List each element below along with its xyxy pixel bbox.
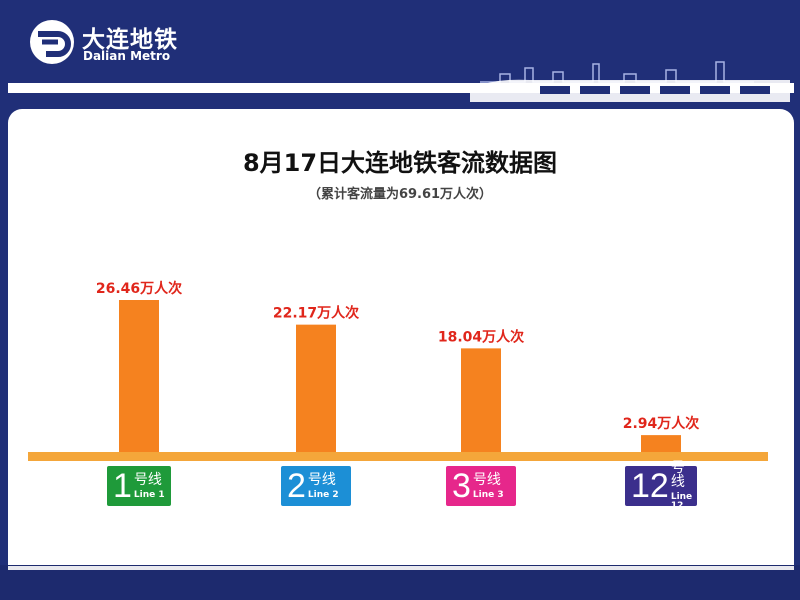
chart-title: 8月17日大连地铁客流数据图 [242,149,558,177]
logo-english-text: Dalian Metro [83,49,171,63]
line-label-en: Line 12 [670,492,693,511]
line-label-cn: 号线 [307,471,336,488]
line-badge-12: 12 号线 Line 12 [625,461,697,511]
line-label-en: Line 1 [133,489,165,500]
header-stripe [8,83,794,93]
bar-1 [119,300,159,452]
line-number: 3 [452,467,471,505]
train-skyline-icon [470,61,790,102]
logo-chinese-text: 大连地铁 [82,27,178,53]
line-badge-2: 2 号线 Line 2 [281,466,351,506]
line-label-cn: 号线 [472,471,501,488]
line-number: 1 [113,467,132,505]
line-label-en: Line 2 [307,489,339,500]
footer-stripe [8,566,794,570]
line-number: 12 [631,467,669,505]
line-label-cn: 号线 [133,471,162,488]
bar-value-label: 2.94万人次 [623,415,700,432]
chart-subtitle: （累计客流量为69.61万人次） [307,187,493,202]
line-label-cn: 号线 [670,460,685,490]
footer-bar [0,565,800,600]
bar-4 [641,435,681,452]
bar-value-label: 26.46万人次 [96,280,182,297]
chart-baseline [28,452,768,461]
line-label-en: Line 3 [472,489,504,500]
bar-2 [296,324,336,452]
line-number: 2 [287,467,306,505]
bar-value-label: 18.04万人次 [438,328,524,345]
line-badge-3: 3 号线 Line 3 [446,466,516,506]
dalian-metro-logo-icon [30,20,74,64]
bar-3 [461,348,501,452]
bar-value-label: 22.17万人次 [273,305,359,322]
line-badge-1: 1 号线 Line 1 [107,466,171,506]
